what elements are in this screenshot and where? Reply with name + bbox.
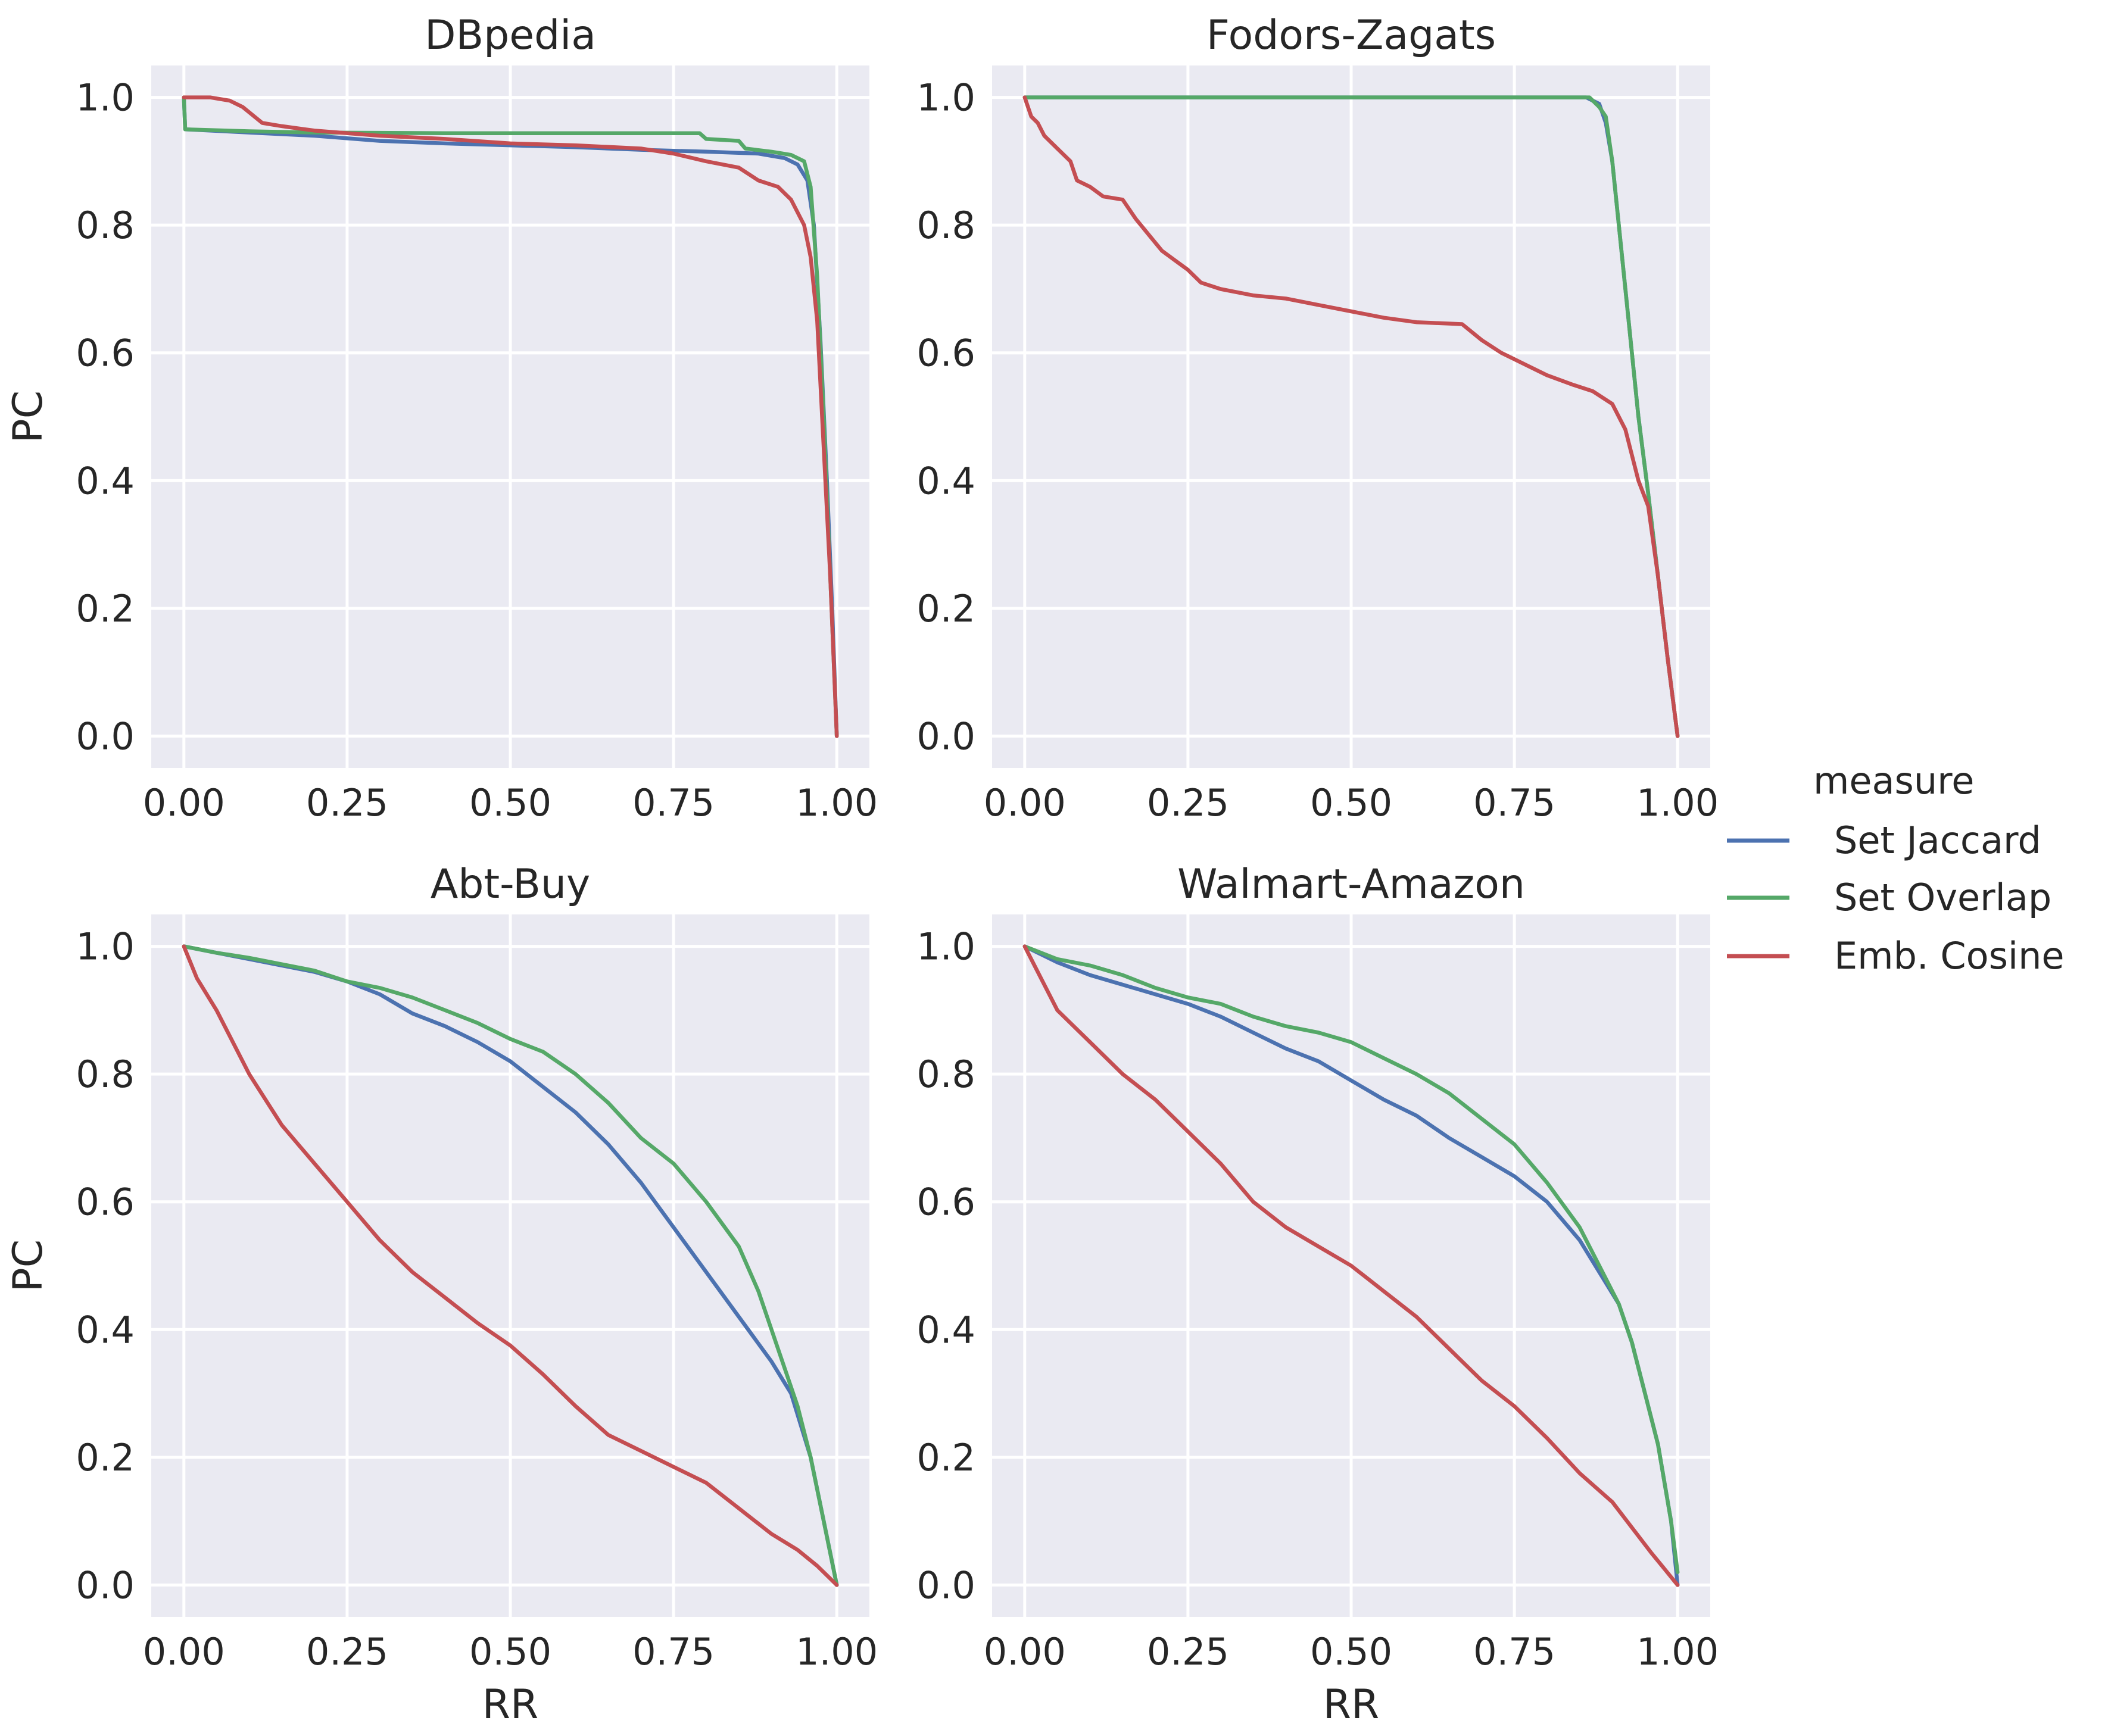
- panel-abt-buy: 0.00 0.25 0.50 0.75 1.00 0.0 0.2 0.4 0.6 0.8 1.0 Ab…: [5, 861, 878, 1728]
- y-tick-label: 0.0: [916, 714, 975, 758]
- x-axis-label: RR: [1323, 1681, 1380, 1728]
- y-tick-label: 0.8: [916, 204, 975, 247]
- y-tick-label: 0.8: [76, 204, 135, 247]
- y-tick-label: 0.2: [76, 587, 135, 630]
- series-line-set-overlap: [182, 95, 839, 738]
- y-tick-label: 0.6: [76, 332, 135, 375]
- y-tick-label: 0.4: [76, 1308, 135, 1351]
- panel-title: Abt-Buy: [431, 861, 590, 908]
- legend-label-set-jaccard: Set Jaccard: [1834, 819, 2041, 862]
- y-tick-label: 0.0: [916, 1563, 975, 1607]
- y-tick-label: 0.4: [76, 459, 135, 502]
- panel-walmart-amazon: 0.00 0.25 0.50 0.75 1.00 0.0 0.2 0.4 0.6 0.8 1.0 Wa…: [916, 861, 1719, 1728]
- legend-label-set-overlap: Set Overlap: [1834, 876, 2051, 919]
- y-tick-label: 0.0: [76, 714, 135, 758]
- x-tick-label: 0.50: [469, 781, 551, 825]
- panel-fodors-zagats: 0.00 0.25 0.50 0.75 1.00 0.0 0.2 0.4 0.6 0.8 1.0 Fo…: [916, 12, 1719, 825]
- panel-title: DBpedia: [425, 12, 596, 59]
- series-line-set-overlap: [182, 944, 839, 1587]
- y-axis-label: PC: [5, 391, 52, 444]
- y-tick-label: 1.0: [916, 925, 975, 969]
- x-tick-label: 0.75: [632, 1630, 715, 1673]
- x-tick-label: 0.00: [143, 781, 225, 825]
- x-tick-label: 0.00: [984, 781, 1066, 825]
- x-tick-label: 0.25: [306, 1630, 388, 1673]
- y-tick-label: 0.6: [916, 1181, 975, 1224]
- series-line-emb-cosine: [1022, 95, 1680, 738]
- legend-label-emb-cosine: Emb. Cosine: [1834, 934, 2065, 978]
- series-line-emb-cosine: [1022, 944, 1680, 1587]
- y-axis-label: PC: [5, 1239, 52, 1292]
- y-tick-label: 0.6: [916, 332, 975, 375]
- facet-panels: 0.00 0.25 0.50 0.75 1.00 0.0 0.2 0.4 0.6 0.8 1.0 DB…: [5, 12, 1719, 1728]
- gridlines: [151, 65, 869, 768]
- y-tick-label: 1.0: [916, 76, 975, 120]
- x-tick-label: 0.50: [469, 1630, 551, 1673]
- x-tick-label: 0.00: [143, 1630, 225, 1673]
- y-tick-label: 0.4: [916, 1308, 975, 1351]
- y-tick-label: 0.8: [76, 1053, 135, 1096]
- x-tick-label: 0.00: [984, 1630, 1066, 1673]
- x-tick-label: 0.25: [306, 781, 388, 825]
- x-tick-label: 1.00: [796, 1630, 878, 1673]
- y-tick-label: 0.2: [916, 587, 975, 630]
- panel-title: Fodors-Zagats: [1206, 12, 1496, 59]
- legend: measure Set Jaccard Set Overlap Emb. Cos…: [1727, 759, 2065, 978]
- y-tick-label: 0.2: [916, 1436, 975, 1479]
- x-tick-label: 0.50: [1310, 1630, 1392, 1673]
- x-tick-label: 0.25: [1147, 781, 1229, 825]
- series-line-emb-cosine: [182, 95, 839, 738]
- x-axis-label: RR: [482, 1681, 539, 1728]
- x-tick-label: 0.25: [1147, 1630, 1229, 1673]
- y-tick-label: 1.0: [76, 925, 135, 969]
- x-tick-label: 1.00: [1636, 781, 1719, 825]
- x-tick-label: 0.50: [1310, 781, 1392, 825]
- gridlines: [992, 914, 1710, 1617]
- series-line-set-overlap: [1022, 944, 1680, 1575]
- x-tick-label: 0.75: [1473, 781, 1555, 825]
- y-tick-label: 0.8: [916, 1053, 975, 1096]
- legend-title: measure: [1813, 759, 1974, 803]
- y-tick-label: 0.2: [76, 1436, 135, 1479]
- y-tick-label: 0.0: [76, 1563, 135, 1607]
- x-tick-label: 0.75: [1473, 1630, 1555, 1673]
- y-tick-label: 1.0: [76, 76, 135, 120]
- y-tick-label: 0.4: [916, 459, 975, 502]
- x-tick-label: 1.00: [796, 781, 878, 825]
- panel-dbpedia: 0.00 0.25 0.50 0.75 1.00 0.0 0.2 0.4 0.6 0.8 1.0 DB…: [5, 12, 878, 825]
- x-tick-label: 1.00: [1636, 1630, 1719, 1673]
- panel-title: Walmart-Amazon: [1177, 861, 1525, 908]
- y-tick-label: 0.6: [76, 1181, 135, 1224]
- series-line-emb-cosine: [182, 944, 839, 1587]
- x-tick-label: 0.75: [632, 781, 715, 825]
